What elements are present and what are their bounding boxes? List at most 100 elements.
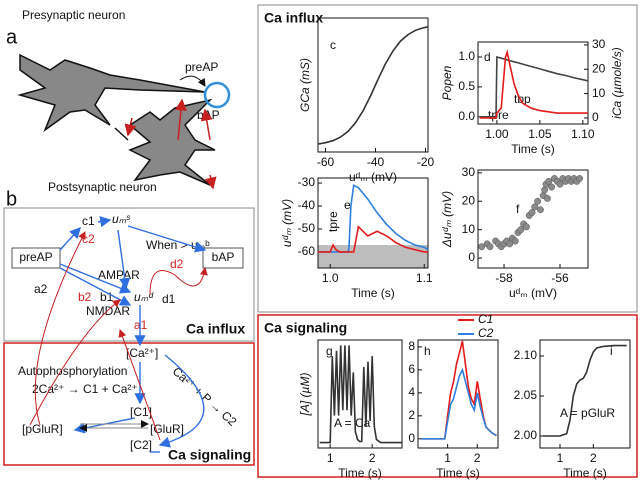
data-point bbox=[545, 177, 553, 185]
y-tick-label: -40 bbox=[298, 198, 316, 212]
label: Presynaptic neuron bbox=[22, 8, 125, 22]
node: [pGluR] bbox=[22, 422, 63, 436]
x-axis-label: Time (s) bbox=[563, 466, 607, 480]
plot-frame bbox=[477, 41, 589, 125]
data-point bbox=[511, 237, 519, 245]
y2-tick-label: 0 bbox=[592, 110, 599, 124]
y-tick-label: 2.00 bbox=[514, 428, 538, 442]
panel-letter: a bbox=[6, 26, 18, 48]
ca-influx-box bbox=[3, 207, 255, 342]
panel-a: a Presynaptic neuron preAP bAP Postsynap… bbox=[6, 8, 231, 194]
x-tick-label: 1.10 bbox=[571, 127, 595, 141]
x-tick-label: -20 bbox=[417, 155, 435, 169]
y-tick-label: 20 bbox=[462, 193, 476, 207]
data-point bbox=[576, 175, 584, 182]
label: b2 bbox=[78, 290, 92, 304]
x-axis-label: Time (s) bbox=[338, 466, 382, 480]
label: b1 bbox=[100, 290, 114, 304]
panel-letter: i bbox=[610, 344, 613, 358]
y2-tick-label: 10 bbox=[592, 86, 606, 100]
data-point bbox=[528, 209, 536, 217]
y-tick-label: 10 bbox=[462, 222, 476, 236]
y-tick-label: -30 bbox=[298, 175, 316, 189]
label: Autophosphorylation bbox=[18, 364, 127, 378]
data-point bbox=[548, 183, 556, 191]
node: [GluR] bbox=[150, 422, 184, 436]
data-point bbox=[556, 180, 564, 188]
x-tick-label: 1.00 bbox=[485, 127, 509, 141]
y2-axis-label: iCa (µmole/s) bbox=[610, 47, 624, 119]
x-axis-label: Time (s) bbox=[511, 142, 555, 156]
annotation: tpre bbox=[326, 211, 340, 232]
data-point bbox=[522, 223, 530, 231]
data-line bbox=[479, 55, 589, 118]
plot-frame bbox=[317, 17, 429, 153]
x-axis-label: Time (s) bbox=[351, 286, 395, 300]
data-line bbox=[543, 344, 627, 437]
label: d1 bbox=[162, 292, 176, 306]
data-point bbox=[543, 194, 551, 202]
data-line bbox=[317, 26, 429, 145]
data-line bbox=[319, 345, 402, 444]
x-tick-label: 1.1 bbox=[416, 271, 433, 285]
annotation: A = pGluR bbox=[560, 406, 615, 420]
data-point bbox=[541, 186, 549, 194]
y-tick-label: 2.10 bbox=[514, 348, 538, 362]
y-tick-label: 0.5 bbox=[458, 79, 475, 93]
panel-letter: d bbox=[484, 50, 491, 64]
y2-tick-label: 30 bbox=[592, 37, 606, 51]
x-tick-label: 2 bbox=[590, 451, 597, 465]
x-tick-label: 1.05 bbox=[528, 127, 552, 141]
x-tick-label: 1.0 bbox=[322, 271, 339, 285]
node: uₘˢ bbox=[112, 212, 131, 226]
x-tick-label: -58 bbox=[495, 271, 513, 285]
y-axis-label: GCa (mS) bbox=[298, 58, 312, 112]
label: a2 bbox=[34, 282, 48, 296]
y-tick-label: 0 bbox=[408, 431, 415, 445]
y-tick-label: 0 bbox=[468, 250, 475, 264]
section-title: Ca influx bbox=[264, 10, 323, 26]
x-tick-label: 1 bbox=[557, 451, 564, 465]
node: uₘᵈ bbox=[134, 290, 154, 304]
y-tick-label: -60 bbox=[298, 244, 316, 258]
label: Postsynaptic neuron bbox=[48, 180, 157, 194]
legend-label: C1 bbox=[478, 312, 493, 326]
node: preAP bbox=[19, 250, 52, 264]
data-point bbox=[531, 203, 539, 211]
x-tick-label: -40 bbox=[367, 155, 385, 169]
x-tick-label: -56 bbox=[551, 271, 569, 285]
data-point bbox=[478, 243, 486, 251]
presynaptic-neuron bbox=[17, 53, 206, 133]
node: [Ca²⁺] bbox=[126, 346, 158, 360]
plot-frame bbox=[539, 339, 631, 449]
plot-frame bbox=[417, 339, 499, 449]
label: bAP bbox=[197, 108, 220, 122]
x-tick-label: 2 bbox=[474, 451, 481, 465]
ca-influx-frame bbox=[257, 4, 638, 313]
y-tick-label: 30 bbox=[462, 165, 476, 179]
panel-letter: g bbox=[326, 344, 333, 358]
data-line bbox=[479, 49, 588, 119]
data-point bbox=[517, 226, 525, 234]
data-point bbox=[506, 240, 514, 248]
panel-b: b preAP bAP c1 uₘˢ When > uₘᵇ c2 AMPAR a… bbox=[3, 188, 255, 466]
data-line bbox=[421, 367, 497, 440]
data-point bbox=[536, 206, 544, 214]
synapse-circle bbox=[203, 81, 231, 109]
x-axis-label: uᵈₘ (mV) bbox=[509, 286, 557, 300]
x-tick-label: 2 bbox=[369, 451, 376, 465]
label: When > uₘᵇ bbox=[146, 238, 210, 252]
y-tick-label: 4 bbox=[408, 385, 415, 399]
y-tick-label: 2.05 bbox=[514, 388, 538, 402]
x-axis-label: uᵈₘ (mV) bbox=[349, 170, 397, 184]
node: [C2] bbox=[130, 438, 152, 452]
legend-label: C2 bbox=[478, 326, 494, 340]
y-tick-label: 8 bbox=[408, 339, 415, 353]
y-tick-label: 1.0 bbox=[458, 49, 475, 63]
panel-letter: c bbox=[330, 38, 336, 52]
y-tick-label: 2 bbox=[408, 408, 415, 422]
label: Ca²⁺ + P → C2 bbox=[170, 364, 240, 429]
y2-tick-label: 20 bbox=[592, 61, 606, 75]
shaded-region bbox=[318, 245, 428, 268]
